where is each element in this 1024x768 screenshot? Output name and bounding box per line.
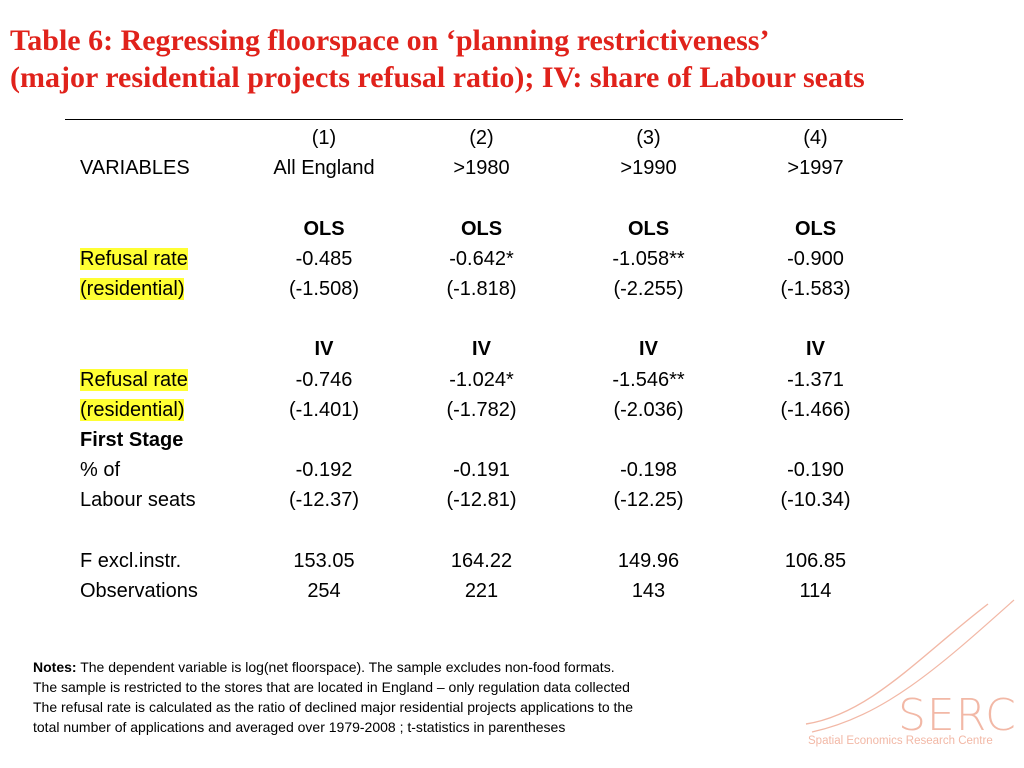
- method-label: OLS: [627, 217, 670, 240]
- notes-line-1: The dependent variable is log(net floors…: [80, 659, 615, 675]
- spacer-row: [74, 304, 899, 334]
- stat-cell: 149.96: [617, 549, 680, 572]
- coef-cell: -1.058**: [612, 247, 685, 270]
- col-number: (2): [469, 127, 494, 150]
- title-line-1: Table 6: Regressing floorspace on ‘plann…: [10, 24, 770, 57]
- coef-cell: -0.198: [620, 459, 677, 482]
- tstat-cell: (-12.25): [613, 489, 684, 512]
- coef-cell: -0.192: [295, 459, 353, 482]
- row-label-highlighted: (residential): [80, 278, 185, 301]
- variables-header: VARIABLES: [80, 157, 190, 180]
- row-label-highlighted: Refusal rate: [80, 247, 188, 270]
- logo-wordmark: SERC: [898, 690, 1017, 741]
- method-label: IV: [806, 338, 825, 361]
- tstat-cell: (-2.036): [613, 398, 684, 421]
- spacer-row: [74, 183, 899, 213]
- row-label: F excl.instr.: [80, 549, 182, 572]
- col-number: (3): [636, 127, 661, 150]
- row-label-highlighted: (residential): [80, 398, 185, 421]
- first-stage-header: First Stage: [80, 428, 184, 451]
- slide-title: Table 6: Regressing floorspace on ‘plann…: [10, 22, 1014, 96]
- spacer-row: [74, 515, 899, 545]
- method-label: OLS: [460, 217, 503, 240]
- table-row: (1) (2) (3) (4): [74, 123, 899, 153]
- notes-line-2: The sample is restricted to the stores t…: [33, 679, 630, 695]
- table-row: % of -0.192 -0.191 -0.198 -0.190: [74, 455, 899, 485]
- tstat-cell: (-2.255): [613, 278, 684, 301]
- notes-line-4: total number of applications and average…: [33, 719, 566, 735]
- table-row: OLS OLS OLS OLS: [74, 214, 899, 244]
- title-line-2: (major residential projects refusal rati…: [10, 61, 865, 94]
- tstat-cell: (-12.37): [288, 489, 360, 512]
- table-row: Refusal rate -0.485 -0.642* -1.058** -0.…: [74, 244, 899, 274]
- tstat-cell: (-1.401): [288, 398, 360, 421]
- regression-table: (1) (2) (3) (4) VARIABLES All England >1…: [74, 123, 899, 606]
- tstat-cell: (-1.466): [780, 398, 851, 421]
- method-label: OLS: [303, 217, 345, 240]
- col-sample: >1997: [787, 157, 844, 180]
- col-sample: >1980: [453, 157, 510, 180]
- stat-cell: 143: [631, 579, 666, 602]
- stat-cell: 114: [799, 579, 832, 602]
- table-row: Observations 254 221 143 114: [74, 576, 899, 606]
- col-sample: All England: [273, 157, 375, 180]
- coef-cell: -1.024*: [449, 368, 514, 391]
- notes-line-3: The refusal rate is calculated as the ra…: [33, 699, 633, 715]
- coef-cell: -0.190: [787, 459, 844, 482]
- tstat-cell: (-1.583): [780, 278, 851, 301]
- table-row: Labour seats (-12.37) (-12.81) (-12.25) …: [74, 485, 899, 515]
- table-row: F excl.instr. 153.05 164.22 149.96 106.8…: [74, 546, 899, 576]
- coef-cell: -0.900: [787, 247, 844, 270]
- row-label: Observations: [80, 579, 198, 602]
- stat-cell: 106.85: [784, 549, 847, 572]
- table-row: IV IV IV IV: [74, 334, 899, 364]
- serc-logo: SERC Spatial Economics Research Centre: [805, 599, 1017, 747]
- method-label: OLS: [794, 217, 837, 240]
- logo-tagline: Spatial Economics Research Centre: [808, 735, 993, 747]
- table-row: (residential) (-1.508) (-1.818) (-2.255)…: [74, 274, 899, 304]
- coef-cell: -0.191: [453, 459, 510, 482]
- coef-cell: -0.485: [295, 247, 353, 270]
- coef-cell: -1.371: [787, 368, 844, 391]
- tstat-cell: (-10.34): [780, 489, 851, 512]
- col-sample: >1990: [620, 157, 677, 180]
- col-number: (4): [803, 127, 828, 150]
- stat-cell: 254: [307, 579, 341, 602]
- logo-curve-1: [805, 603, 989, 725]
- table-row: Refusal rate -0.746 -1.024* -1.546** -1.…: [74, 365, 899, 395]
- tstat-cell: (-1.818): [446, 278, 517, 301]
- table-row: First Stage: [74, 425, 899, 455]
- coef-cell: -1.546**: [612, 368, 685, 391]
- table-row: (residential) (-1.401) (-1.782) (-2.036)…: [74, 395, 899, 425]
- coef-cell: -0.746: [295, 368, 353, 391]
- logo-curve-2: [811, 599, 1015, 733]
- table-top-rule: [65, 119, 903, 120]
- stat-cell: 164.22: [450, 549, 513, 572]
- notes-label: Notes:: [33, 659, 77, 675]
- row-label: % of: [80, 459, 121, 482]
- method-label: IV: [472, 338, 491, 361]
- stat-cell: 221: [464, 579, 499, 602]
- col-number: (1): [311, 127, 337, 150]
- table-notes: Notes: The dependent variable is log(net…: [33, 657, 793, 737]
- method-label: IV: [639, 338, 658, 361]
- tstat-cell: (-1.508): [288, 278, 360, 301]
- stat-cell: 153.05: [293, 549, 355, 572]
- method-label: IV: [314, 338, 334, 361]
- tstat-cell: (-1.782): [446, 398, 517, 421]
- tstat-cell: (-12.81): [446, 489, 517, 512]
- row-label: Labour seats: [80, 489, 196, 512]
- table-row: VARIABLES All England >1980 >1990 >1997: [74, 153, 899, 183]
- row-label-highlighted: Refusal rate: [80, 368, 188, 391]
- coef-cell: -0.642*: [449, 247, 514, 270]
